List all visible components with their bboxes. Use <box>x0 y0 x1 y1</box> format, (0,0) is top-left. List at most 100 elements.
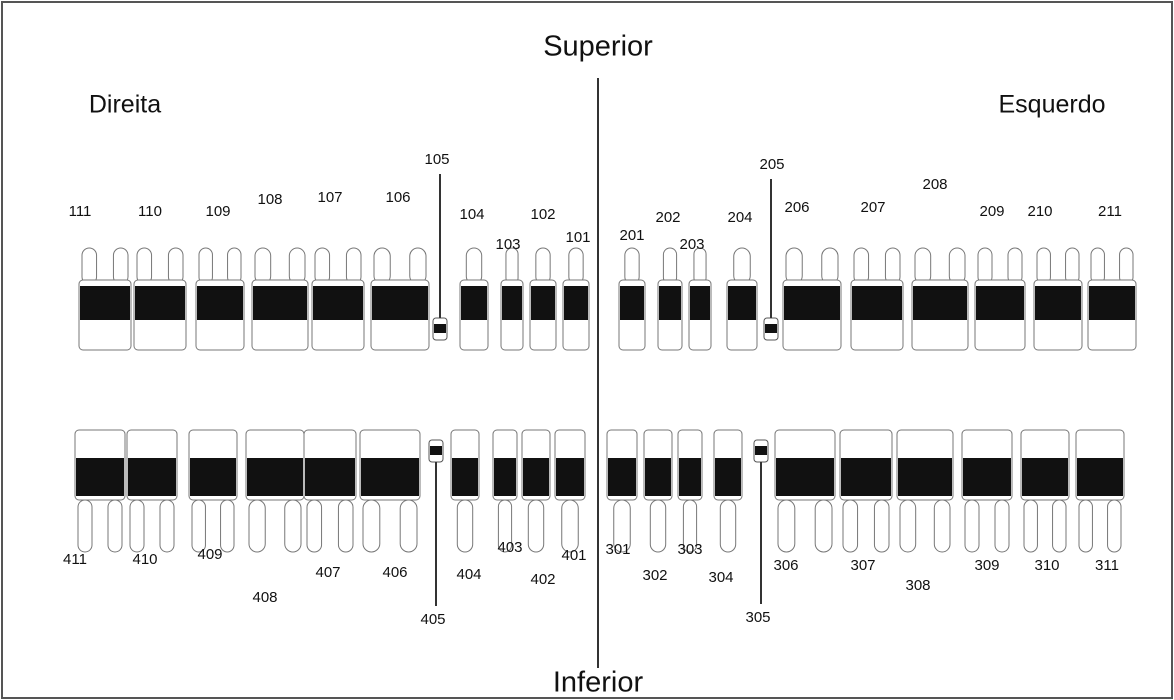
tooth-number: 407 <box>315 564 340 581</box>
tooth: 209 <box>974 203 1026 351</box>
tooth-root <box>167 247 184 285</box>
tooth-number: 106 <box>385 189 410 206</box>
tooth-root <box>733 247 751 285</box>
tooth-number: 202 <box>655 209 680 226</box>
tooth-root <box>505 247 519 285</box>
tooth-root <box>814 499 833 553</box>
tooth-root <box>112 247 129 285</box>
tooth-number: 203 <box>679 236 704 253</box>
tooth: 311 <box>1075 429 1125 574</box>
tooth-band <box>135 286 185 320</box>
tooth-band <box>715 458 741 496</box>
tooth-band <box>80 286 130 320</box>
tooth-number: 408 <box>252 589 277 606</box>
tooth-root <box>914 247 932 285</box>
tooth-root <box>456 499 474 553</box>
tooth: 401 <box>554 429 587 564</box>
tooth-root <box>568 247 584 285</box>
tooth: 111 <box>69 203 132 351</box>
tooth-band <box>1089 286 1135 320</box>
tooth-number: 311 <box>1095 557 1119 574</box>
tooth-root <box>1107 499 1122 553</box>
tooth-band <box>963 458 1011 496</box>
tooth-root <box>853 247 870 285</box>
tooth-root <box>719 499 737 553</box>
tooth-number: 410 <box>132 551 157 568</box>
tooth: 301 <box>605 429 638 558</box>
tooth-number: 404 <box>456 566 481 583</box>
tooth-root <box>284 499 302 553</box>
tooth-number: 204 <box>727 209 752 226</box>
tooth: 108 <box>251 191 309 351</box>
tooth: 407 <box>303 429 357 581</box>
tooth-band <box>620 286 644 320</box>
tooth-root <box>306 499 323 553</box>
tooth-band <box>502 286 522 320</box>
tooth-band <box>976 286 1024 320</box>
tooth-root <box>785 247 803 285</box>
tooth-root <box>1036 247 1051 285</box>
tooth-root <box>1078 499 1093 553</box>
tooth: 410 <box>126 429 178 568</box>
tooth-band <box>679 458 701 496</box>
tooth-band <box>313 286 363 320</box>
tooth-root <box>1023 499 1038 553</box>
tooth-root <box>994 499 1010 553</box>
tooth-band <box>434 324 446 333</box>
tooth: 405 <box>420 439 446 628</box>
tooth: 303 <box>677 429 703 558</box>
tooth: 409 <box>188 429 238 563</box>
tooth: 302 <box>642 429 673 584</box>
tooth-root <box>337 499 354 553</box>
tooth-root <box>535 247 551 285</box>
tooth-number: 401 <box>561 547 586 564</box>
tooth-root <box>314 247 331 285</box>
tooth-number: 304 <box>708 569 733 586</box>
tooth: 404 <box>450 429 482 583</box>
tooth: 205 <box>759 156 785 341</box>
tooth-number: 109 <box>205 203 230 220</box>
tooth-root <box>220 499 235 553</box>
tooth-number: 305 <box>745 609 770 626</box>
tooth-number: 309 <box>974 557 999 574</box>
tooth-number: 411 <box>63 551 87 568</box>
tooth-number: 207 <box>860 199 885 216</box>
tooth-number: 201 <box>619 227 644 244</box>
tooth-band <box>361 458 419 496</box>
tooth-number: 210 <box>1027 203 1052 220</box>
tooth: 402 <box>521 429 556 588</box>
tooth-band <box>247 458 303 496</box>
tooth: 106 <box>370 189 430 351</box>
tooth-root <box>873 499 890 553</box>
tooth-band <box>645 458 671 496</box>
tooth-band <box>128 458 176 496</box>
tooth-root <box>948 247 966 285</box>
tooth-band <box>461 286 487 320</box>
tooth: 304 <box>708 429 743 586</box>
right-side-label: Esquerdo <box>998 91 1105 119</box>
bottom-label: Inferior <box>553 667 644 699</box>
tooth-band <box>494 458 516 496</box>
tooth: 103 <box>495 236 524 351</box>
tooth-band <box>556 458 584 496</box>
tooth: 408 <box>245 429 305 606</box>
tooth-band <box>913 286 967 320</box>
tooth: 308 <box>896 429 954 594</box>
tooth: 102 <box>529 206 557 351</box>
tooth: 201 <box>618 227 646 351</box>
tooth-number: 102 <box>530 206 555 223</box>
tooth-number: 302 <box>642 567 667 584</box>
tooth-root <box>624 247 640 285</box>
tooth-band <box>1077 458 1123 496</box>
tooth-band <box>197 286 243 320</box>
tooth: 206 <box>782 199 842 351</box>
tooth-root <box>248 499 266 553</box>
tooth: 208 <box>911 176 969 351</box>
tooth-number: 205 <box>759 156 784 173</box>
tooth-root <box>227 247 242 285</box>
tooth-root <box>1090 247 1105 285</box>
left-side-label: Direita <box>89 91 161 119</box>
tooth-band <box>531 286 555 320</box>
tooth-band <box>755 446 767 455</box>
